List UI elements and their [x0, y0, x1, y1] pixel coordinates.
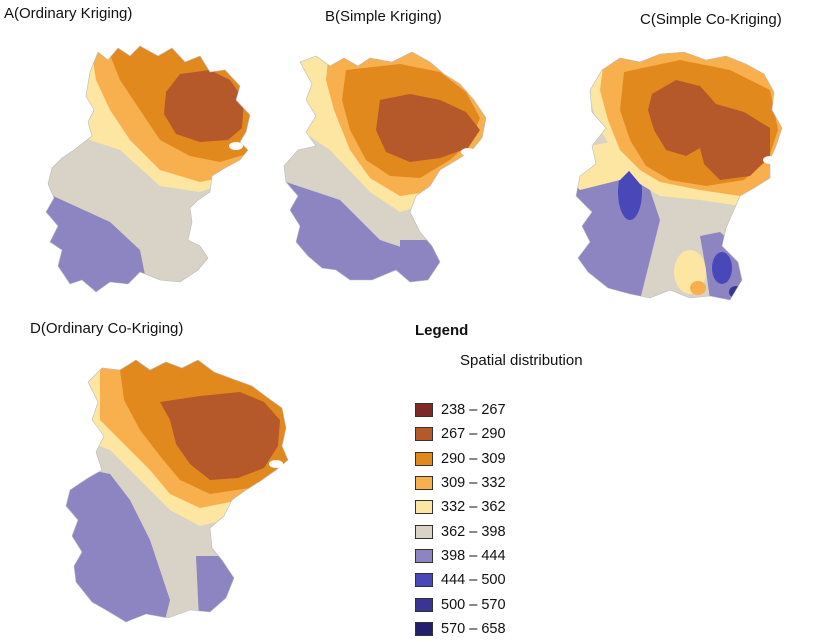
legend-label: 309 – 332	[441, 475, 506, 492]
legend-swatch	[415, 621, 433, 636]
legend-item: 500 – 570	[415, 592, 506, 616]
legend-item: 570 – 658	[415, 617, 506, 641]
panel-b-title: B(Simple Kriging)	[325, 8, 442, 25]
legend-list: 238 – 267 267 – 290 290 – 309 309 – 332 …	[415, 398, 506, 641]
legend-swatch	[415, 476, 433, 491]
map-panel-a	[45, 45, 251, 293]
legend-swatch	[415, 597, 433, 612]
legend-item: 267 – 290	[415, 422, 506, 446]
legend-label: 267 – 290	[441, 426, 506, 443]
legend-label: 332 – 362	[441, 499, 506, 516]
legend-title: Legend	[415, 322, 469, 339]
legend-swatch	[415, 403, 433, 418]
legend-item: 398 – 444	[415, 544, 506, 568]
panel-d-title: D(Ordinary Co-Kriging)	[30, 320, 184, 337]
legend-item: 444 – 500	[415, 568, 506, 592]
legend-swatch	[415, 573, 433, 588]
map-panel-d	[65, 359, 289, 623]
legend-label: 398 – 444	[441, 547, 506, 564]
panel-a-title: A(Ordinary Kriging)	[4, 5, 133, 22]
legend-swatch	[415, 524, 433, 539]
legend-label: 570 – 658	[441, 620, 506, 637]
legend-item: 362 – 398	[415, 519, 506, 543]
legend-label: 362 – 398	[441, 523, 506, 540]
legend-swatch	[415, 500, 433, 515]
legend-swatch	[415, 548, 433, 563]
legend-subtitle: Spatial distribution	[460, 352, 583, 369]
legend-item: 332 – 362	[415, 495, 506, 519]
legend-label: 290 – 309	[441, 450, 506, 467]
legend-label: 444 – 500	[441, 572, 506, 589]
legend-label: 500 – 570	[441, 596, 506, 613]
map-panel-c	[575, 51, 783, 301]
legend-item: 309 – 332	[415, 471, 506, 495]
legend-item: 290 – 309	[415, 447, 506, 471]
legend-label: 238 – 267	[441, 402, 506, 419]
panel-c-title: C(Simple Co-Kriging)	[640, 11, 782, 28]
map-panel-b	[283, 51, 487, 283]
legend-swatch	[415, 427, 433, 442]
legend-swatch	[415, 451, 433, 466]
legend-item: 238 – 267	[415, 398, 506, 422]
